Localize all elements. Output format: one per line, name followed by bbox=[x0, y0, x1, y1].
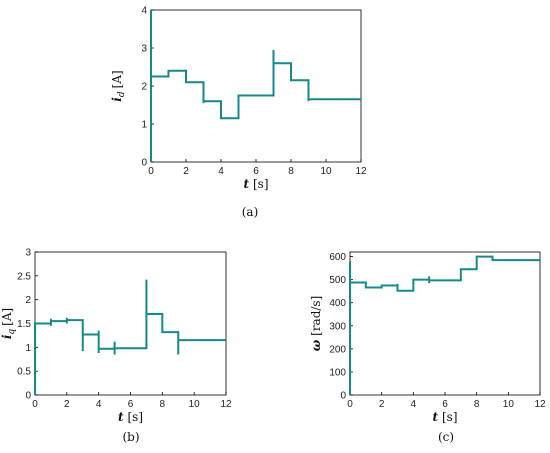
y-tick-label: 0 bbox=[25, 391, 31, 402]
y-axis-unit: [A] bbox=[110, 70, 124, 88]
y-axis-unit: [rad/s] bbox=[309, 296, 323, 336]
y-tick-label: 300 bbox=[329, 321, 346, 332]
plot-area-c: 0 2 4 6 8 10 12 0 100 200 300 400 500 600 t [s] ω [rad/s] bbox=[309, 251, 546, 424]
x-axis-label: t [s] bbox=[432, 410, 457, 424]
caption-a: (a) bbox=[242, 205, 259, 219]
y-tick-label: 4 bbox=[141, 6, 147, 17]
y-tick-label: 3 bbox=[25, 248, 31, 259]
x-axis-var: t bbox=[118, 410, 124, 424]
x-tick-label: 4 bbox=[96, 399, 102, 410]
y-axis-unit: [A] bbox=[0, 308, 14, 326]
x-tick-label: 0 bbox=[148, 166, 154, 177]
y-tick-label: 3 bbox=[141, 44, 147, 55]
y-tick-label: 0 bbox=[141, 158, 147, 169]
x-axis-unit: [s] bbox=[442, 410, 458, 424]
y-tick-label: 1 bbox=[141, 120, 147, 131]
y-tick-label: 1.5 bbox=[17, 319, 31, 330]
x-tick-label: 2 bbox=[379, 399, 385, 410]
x-tick-label: 8 bbox=[288, 166, 294, 177]
y-axis-label: ω [rad/s] bbox=[309, 296, 323, 352]
series-line-b bbox=[34, 279, 226, 395]
series-line-c bbox=[349, 255, 540, 395]
x-tick-label: 0 bbox=[347, 399, 353, 410]
x-tick-label: 12 bbox=[220, 399, 232, 410]
x-axis-unit: [s] bbox=[253, 177, 269, 191]
x-tick-label: 4 bbox=[218, 166, 224, 177]
y-tick-label: 600 bbox=[329, 252, 346, 263]
caption-b: (b) bbox=[122, 430, 139, 444]
x-tick-label: 12 bbox=[534, 399, 546, 410]
x-tick-label: 8 bbox=[160, 399, 166, 410]
caption-c: (c) bbox=[438, 430, 454, 444]
y-tick-label: 0.5 bbox=[17, 367, 31, 378]
x-tick-label: 2 bbox=[183, 166, 189, 177]
x-tick-label: 10 bbox=[320, 166, 332, 177]
y-tick-label: 1 bbox=[25, 343, 31, 354]
y-tick-label: 2 bbox=[141, 82, 147, 93]
y-axis-var: i bbox=[0, 334, 14, 339]
y-axis-var: ω bbox=[309, 339, 323, 351]
x-tick-label: 4 bbox=[411, 399, 417, 410]
series-line-a bbox=[150, 10, 361, 162]
x-tick-label: 6 bbox=[442, 399, 448, 410]
plot-frame-b bbox=[34, 251, 227, 396]
y-tick-label: 400 bbox=[329, 298, 346, 309]
y-axis-subscript: q bbox=[7, 329, 17, 335]
x-tick-label: 10 bbox=[503, 399, 515, 410]
x-tick-label: 12 bbox=[355, 166, 367, 177]
y-tick-label: 500 bbox=[329, 275, 346, 286]
x-axis-label: t [s] bbox=[243, 177, 268, 191]
y-tick-label: 0 bbox=[340, 391, 346, 402]
y-tick-label: 2 bbox=[25, 295, 31, 306]
x-axis-var: t bbox=[243, 177, 249, 191]
panel-b: 0 2 4 6 8 10 12 0 0.5 1 1.5 2 2.5 3 t [s] iq [A] (b) bbox=[0, 248, 232, 445]
y-axis-var: i bbox=[110, 97, 124, 102]
y-tick-label: 2.5 bbox=[17, 271, 31, 282]
y-tick-label: 100 bbox=[329, 367, 346, 378]
x-tick-label: 0 bbox=[32, 399, 38, 410]
x-axis-var: t bbox=[432, 410, 438, 424]
x-tick-label: 2 bbox=[64, 399, 70, 410]
plot-frame-a bbox=[150, 9, 362, 163]
panel-c: 0 2 4 6 8 10 12 0 100 200 300 400 500 600 t [s] ω [rad/s]… bbox=[309, 251, 546, 444]
y-axis-subscript: d bbox=[117, 91, 127, 97]
y-axis-label: iq [A] bbox=[0, 308, 17, 339]
x-tick-label: 6 bbox=[128, 399, 134, 410]
plot-area-b: 0 2 4 6 8 10 12 0 0.5 1 1.5 2 2.5 3 t [s] iq [A] bbox=[0, 248, 232, 425]
y-axis-label: id [A] bbox=[110, 70, 127, 101]
x-axis-label: t [s] bbox=[118, 410, 143, 424]
x-tick-label: 6 bbox=[253, 166, 259, 177]
x-axis-unit: [s] bbox=[128, 410, 144, 424]
plot-frame-c bbox=[349, 251, 541, 396]
y-tick-label: 200 bbox=[329, 344, 346, 355]
x-tick-label: 10 bbox=[189, 399, 201, 410]
x-tick-label: 8 bbox=[474, 399, 480, 410]
